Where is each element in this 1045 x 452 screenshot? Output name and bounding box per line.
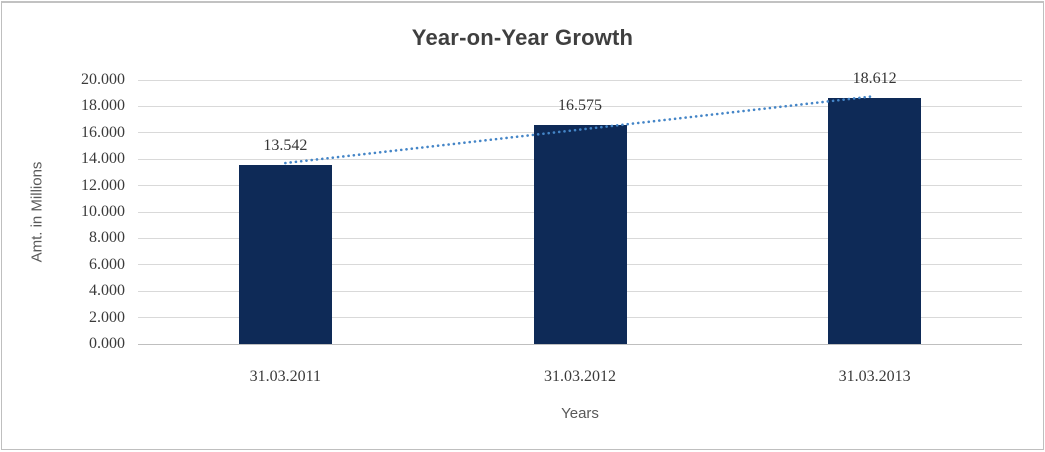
- y-tick-label: 20.000: [81, 71, 125, 88]
- chart-title: Year-on-Year Growth: [411, 25, 634, 50]
- bar-31.03.2011: [238, 165, 332, 344]
- y-tick-label: 12.000: [81, 176, 125, 194]
- y-tick-label: 0.000: [89, 335, 125, 352]
- plot-area: [138, 79, 1022, 345]
- data-label: 13.542: [263, 137, 308, 155]
- x-tick-label: 31.03.2012: [544, 368, 616, 385]
- bar-31.03.2012: [533, 125, 627, 344]
- data-label: 18.612: [852, 70, 897, 88]
- y-axis-title: Amt. in Millions: [20, 80, 54, 344]
- gridline: [138, 343, 1022, 345]
- x-axis-title: Years: [561, 405, 599, 422]
- y-tick-label: 6.000: [89, 255, 125, 273]
- y-tick-label: 14.000: [81, 150, 125, 168]
- x-tick-label: 31.03.2013: [838, 368, 911, 385]
- data-label: 16.575: [558, 97, 602, 115]
- y-tick-label: 16.000: [81, 123, 125, 141]
- y-tick-label: 8.000: [89, 229, 125, 247]
- y-tick-label: 2.000: [89, 308, 125, 326]
- x-tick-label: 31.03.2011: [249, 368, 322, 385]
- bar-31.03.2013: [828, 98, 922, 344]
- y-tick-label: 10.000: [81, 203, 125, 220]
- y-tick-label: 18.000: [81, 97, 125, 115]
- y-tick-label: 4.000: [89, 282, 125, 300]
- gridline: [138, 79, 1022, 81]
- y-axis-title-text: Amt. in Millions: [28, 161, 46, 263]
